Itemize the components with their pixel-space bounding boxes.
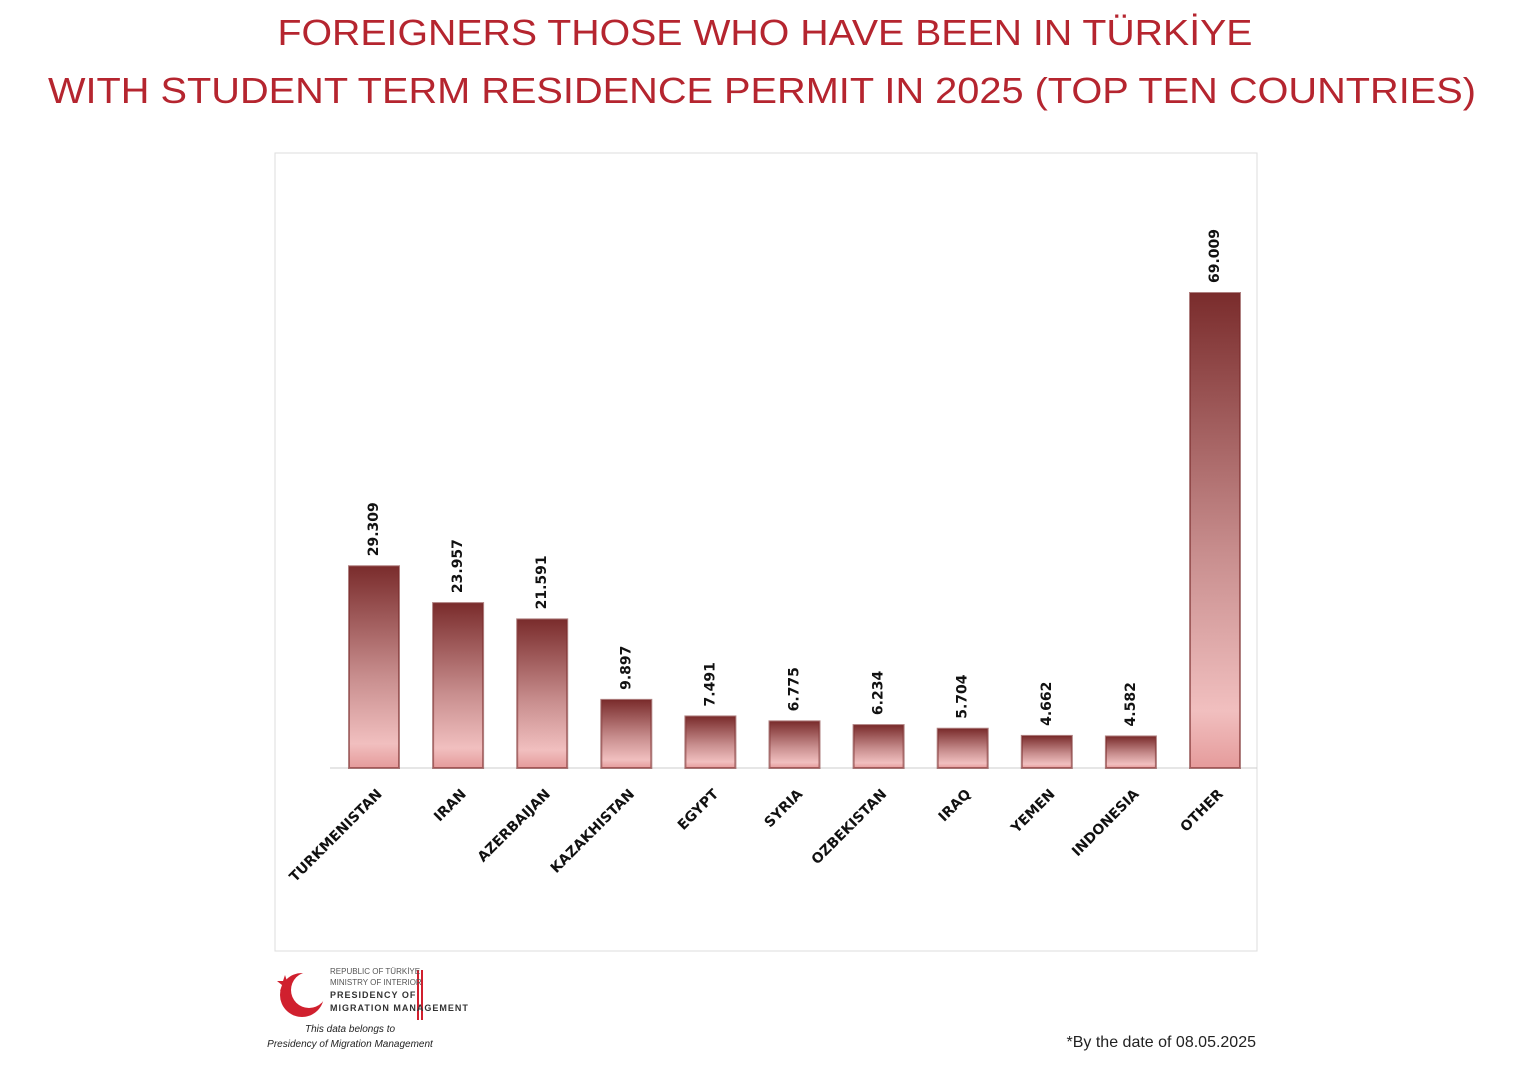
logo-bar <box>417 970 419 1020</box>
chart-title: FOREIGNERS THOSE WHO HAVE BEEN IN TÜRKİY… <box>278 12 1253 53</box>
bar <box>348 565 400 770</box>
bar <box>936 727 989 770</box>
footnote: *By the date of 08.05.2025 <box>1067 1034 1257 1051</box>
logo <box>277 970 423 1020</box>
logo-caption: This data belongs to <box>305 1024 395 1035</box>
value-label: 29.309 <box>366 502 382 556</box>
value-label: 6.234 <box>871 671 887 716</box>
logo-text: MINISTRY OF INTERIOR <box>330 978 422 987</box>
value-label: 21.591 <box>534 555 550 609</box>
value-label: 5.704 <box>955 674 971 719</box>
bar <box>1189 292 1241 769</box>
logo-crescent-cut <box>291 972 327 1008</box>
bar <box>516 618 569 769</box>
value-label: 9.897 <box>618 646 634 690</box>
bar <box>1020 734 1073 769</box>
bar <box>684 715 737 769</box>
bar <box>852 724 905 770</box>
logo-text: PRESIDENCY OF <box>330 990 416 1000</box>
bar <box>1104 735 1157 770</box>
value-label: 7.491 <box>702 662 718 706</box>
value-label: 4.582 <box>1123 682 1139 726</box>
value-label: 69.009 <box>1207 229 1223 283</box>
value-label: 6.775 <box>787 667 803 711</box>
bar <box>432 602 485 770</box>
logo-bar <box>421 970 423 1020</box>
logo-caption: Presidency of Migration Management <box>267 1039 434 1050</box>
logo-text: REPUBLIC OF TÜRKİYE <box>330 967 420 976</box>
value-label: 23.957 <box>450 539 466 593</box>
value-label: 4.662 <box>1039 682 1055 726</box>
logo-star <box>277 975 293 991</box>
plot-frame <box>274 152 1258 952</box>
logo-text: MIGRATION MANAGEMENT <box>330 1003 469 1013</box>
chart-title: WITH STUDENT TERM RESIDENCE PERMIT IN 20… <box>48 70 1476 111</box>
bar <box>768 720 821 769</box>
bar <box>600 698 653 770</box>
